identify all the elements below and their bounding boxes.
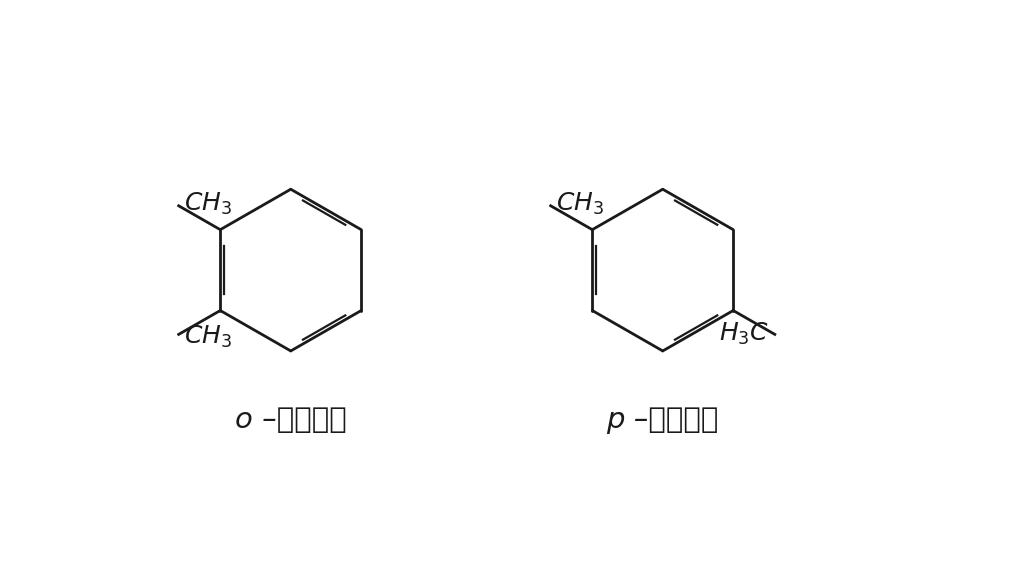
Text: o –キシレン: o –キシレン (234, 406, 347, 434)
Text: $\mathit{CH}_3$: $\mathit{CH}_3$ (184, 191, 232, 217)
Text: $\mathit{H}_3\mathit{C}$: $\mathit{H}_3\mathit{C}$ (720, 321, 769, 347)
Text: $\mathit{CH}_3$: $\mathit{CH}_3$ (556, 191, 604, 217)
Text: $\mathit{CH}_3$: $\mathit{CH}_3$ (184, 324, 232, 350)
Text: p –キシレン: p –キシレン (606, 406, 719, 434)
